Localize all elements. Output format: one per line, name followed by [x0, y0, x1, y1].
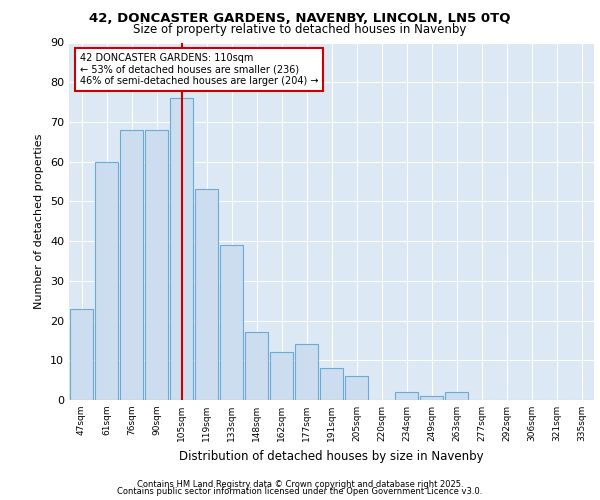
Text: Contains public sector information licensed under the Open Government Licence v3: Contains public sector information licen… [118, 487, 482, 496]
Bar [220, 245, 244, 400]
Text: 42, DONCASTER GARDENS, NAVENBY, LINCOLN, LN5 0TQ: 42, DONCASTER GARDENS, NAVENBY, LINCOLN,… [89, 12, 511, 26]
Bar [119, 130, 143, 400]
Bar [395, 392, 418, 400]
X-axis label: Distribution of detached houses by size in Navenby: Distribution of detached houses by size … [179, 450, 484, 462]
Bar [170, 98, 193, 400]
Y-axis label: Number of detached properties: Number of detached properties [34, 134, 44, 309]
Bar [295, 344, 319, 400]
Bar [320, 368, 343, 400]
Bar [269, 352, 293, 400]
Text: Contains HM Land Registry data © Crown copyright and database right 2025.: Contains HM Land Registry data © Crown c… [137, 480, 463, 489]
Bar [145, 130, 169, 400]
Bar [95, 162, 118, 400]
Text: Size of property relative to detached houses in Navenby: Size of property relative to detached ho… [133, 22, 467, 36]
Bar [194, 190, 218, 400]
Bar [70, 308, 94, 400]
Bar [419, 396, 443, 400]
Bar [344, 376, 368, 400]
Text: 42 DONCASTER GARDENS: 110sqm
← 53% of detached houses are smaller (236)
46% of s: 42 DONCASTER GARDENS: 110sqm ← 53% of de… [79, 53, 318, 86]
Bar [245, 332, 268, 400]
Bar [445, 392, 469, 400]
